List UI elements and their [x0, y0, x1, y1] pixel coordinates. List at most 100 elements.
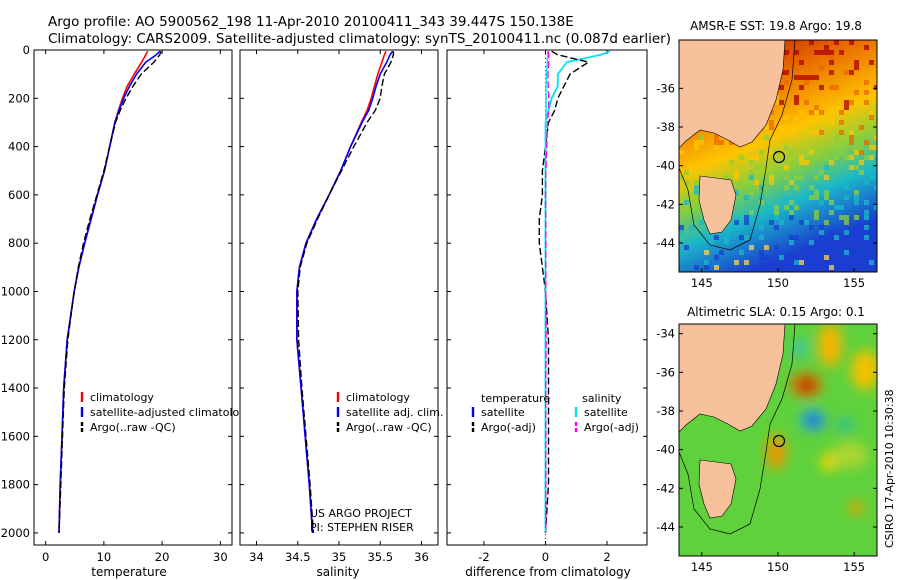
x-tick-label: 2 — [603, 550, 610, 564]
sst-pixel — [804, 160, 809, 165]
sst-pixel — [809, 195, 814, 200]
sst-pixel — [829, 210, 834, 215]
sst-pixel — [794, 260, 799, 265]
sst-pixel — [819, 230, 824, 235]
sst-pixel — [774, 245, 779, 250]
y-tick-label: 800 — [8, 236, 30, 250]
sst-pixel — [749, 245, 754, 250]
sst-pixel — [799, 220, 804, 225]
sst-pixel — [749, 160, 754, 165]
y-tick-label: 1400 — [1, 381, 30, 395]
sst-pixel — [684, 200, 689, 205]
sst-mainland — [679, 40, 786, 149]
temperature-plot: 0 10 20 30 0 200 400 600 800 1000 1200 1400 1600 1800… — [1, 43, 254, 564]
x-tick-label: 0 — [42, 550, 49, 564]
sst-pixel — [784, 185, 789, 190]
sst-pixel — [869, 155, 874, 160]
sst-pixel — [684, 170, 689, 175]
sst-pixel — [824, 190, 829, 195]
sst-pixel — [759, 185, 764, 190]
y-tick-label: 1200 — [1, 333, 30, 347]
sst-pixel — [774, 210, 779, 215]
sst-pixel — [749, 215, 754, 220]
sst-pixel — [849, 140, 854, 145]
sst-pixel — [864, 155, 869, 160]
sst-pixel — [694, 145, 699, 150]
sst-pixel — [704, 250, 709, 255]
sst-pixel — [704, 265, 709, 270]
sst-pixel — [844, 230, 849, 235]
x-tick-label: -2 — [478, 550, 489, 564]
sst-pixel — [839, 180, 844, 185]
sst-pixel — [764, 135, 769, 140]
sst-pixel — [844, 155, 849, 160]
sst-pixel — [724, 175, 729, 180]
sst-pixel — [784, 175, 789, 180]
sst-pixel — [824, 220, 829, 225]
sst-pixel — [694, 185, 699, 190]
sst-pixel — [729, 160, 734, 165]
sst-pixel — [839, 205, 844, 210]
x-tick-label: 0 — [542, 550, 549, 564]
temperature-x-label: temperature — [91, 565, 166, 579]
map-y-tick-label: -36 — [656, 81, 675, 95]
sst-pixel — [774, 225, 779, 230]
map-x-tick-label: 155 — [843, 560, 865, 574]
sst-pixel — [829, 265, 834, 270]
sst-pixel — [794, 115, 799, 120]
sst-pixel — [734, 220, 739, 225]
sst-pixel — [744, 195, 749, 200]
map-y-tick-label: -42 — [656, 197, 675, 211]
series-line-1 — [58, 50, 161, 533]
sst-pixel — [679, 230, 684, 235]
sst-pixel — [794, 205, 799, 210]
sst-pixel — [839, 215, 844, 220]
pi-text: PI: STEPHEN RISER — [310, 521, 414, 534]
sst-pixel — [864, 200, 869, 205]
sst-pixel — [829, 115, 834, 120]
sst-pixel — [794, 175, 799, 180]
sst-pixel — [839, 120, 844, 125]
sst-pixel — [774, 135, 779, 140]
sst-pixel — [844, 250, 849, 255]
sst-pixel — [734, 190, 739, 195]
map-y-tick-label: -42 — [656, 481, 675, 495]
sst-pixel — [799, 60, 804, 65]
sst-pixel — [694, 140, 699, 145]
map-x-tick-label: 150 — [767, 560, 789, 574]
sst-pixel — [714, 140, 719, 145]
sst-pixel — [724, 235, 729, 240]
sst-pixel — [859, 170, 864, 175]
sst-pixel — [689, 165, 694, 170]
sst-pixel — [844, 185, 849, 190]
sst-pixel — [859, 150, 864, 155]
sla-argo-marker — [772, 434, 786, 448]
sst-pixel — [794, 75, 799, 80]
sst-pixel — [779, 85, 784, 90]
sst-pixel — [864, 100, 869, 105]
sst-pixel — [759, 200, 764, 205]
sst-pixel — [809, 75, 814, 80]
sst-pixel — [829, 50, 834, 55]
sst-pixel — [754, 165, 759, 170]
sst-pixel — [834, 155, 839, 160]
x-tick-label: 20 — [155, 550, 170, 564]
legend-label: climatology — [346, 391, 410, 404]
sst-pixel — [864, 45, 869, 50]
sst-pixel — [739, 155, 744, 160]
sst-pixel — [874, 135, 877, 140]
sst-pixel — [854, 145, 859, 150]
sst-pixel — [734, 170, 739, 175]
sst-pixel — [864, 90, 869, 95]
sst-pixel — [819, 170, 824, 175]
sst-pixel — [749, 190, 754, 195]
sst-pixel — [849, 155, 854, 160]
series-line-1 — [538, 50, 590, 533]
sst-pixel — [749, 145, 754, 150]
x-tick-label: 35 — [332, 550, 347, 564]
salinity-axes-frame — [239, 49, 439, 546]
sst-pixel — [859, 140, 864, 145]
sst-pixel — [804, 75, 809, 80]
sst-axes: 145 150 155 -36 -38 -40 -42 -44 — [656, 81, 877, 290]
sst-pixel — [679, 225, 684, 230]
